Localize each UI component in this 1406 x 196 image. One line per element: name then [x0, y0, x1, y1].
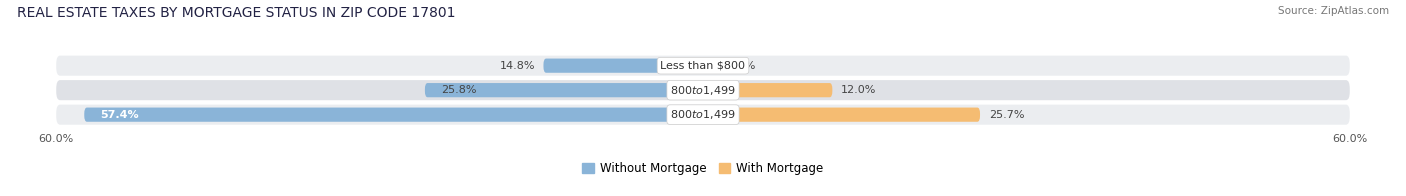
Text: 57.4%: 57.4% [100, 110, 139, 120]
Text: 25.8%: 25.8% [441, 85, 477, 95]
FancyBboxPatch shape [56, 80, 1350, 100]
Text: Source: ZipAtlas.com: Source: ZipAtlas.com [1278, 6, 1389, 16]
FancyBboxPatch shape [544, 59, 703, 73]
Legend: Without Mortgage, With Mortgage: Without Mortgage, With Mortgage [578, 157, 828, 180]
FancyBboxPatch shape [703, 108, 980, 122]
FancyBboxPatch shape [703, 83, 832, 97]
Text: $800 to $1,499: $800 to $1,499 [671, 108, 735, 121]
FancyBboxPatch shape [425, 83, 703, 97]
Text: Less than $800: Less than $800 [661, 61, 745, 71]
Text: $800 to $1,499: $800 to $1,499 [671, 84, 735, 97]
FancyBboxPatch shape [84, 108, 703, 122]
FancyBboxPatch shape [703, 59, 711, 73]
FancyBboxPatch shape [56, 105, 1350, 125]
FancyBboxPatch shape [56, 56, 1350, 76]
Text: 25.7%: 25.7% [988, 110, 1024, 120]
Text: 0.76%: 0.76% [720, 61, 755, 71]
Text: 14.8%: 14.8% [499, 61, 534, 71]
Text: REAL ESTATE TAXES BY MORTGAGE STATUS IN ZIP CODE 17801: REAL ESTATE TAXES BY MORTGAGE STATUS IN … [17, 6, 456, 20]
Text: 12.0%: 12.0% [841, 85, 876, 95]
